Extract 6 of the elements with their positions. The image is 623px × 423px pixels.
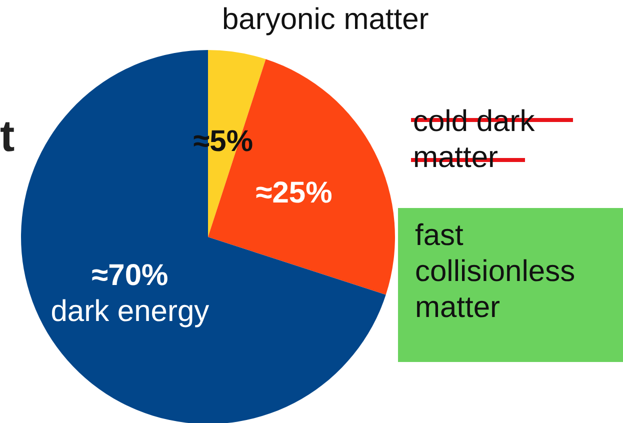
text: fast collisionless matter (398, 208, 623, 362)
text: t (0, 112, 15, 162)
slice-label: baryonic matter (222, 2, 429, 38)
data-label: ≈25% (256, 176, 332, 210)
data-label: ≈70% (92, 259, 168, 292)
slice-label: dark energy (50, 295, 210, 328)
